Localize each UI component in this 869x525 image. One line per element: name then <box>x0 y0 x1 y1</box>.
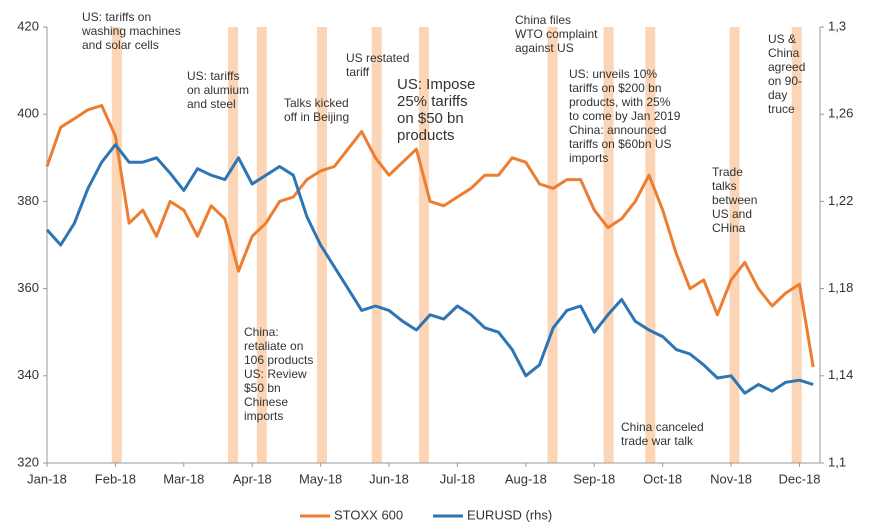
series-line <box>45 143 814 395</box>
annotation: US restated tariff <box>346 51 409 79</box>
legend-label: EURUSD (rhs) <box>467 507 552 522</box>
y2-tick-label: 1,18 <box>828 280 853 295</box>
x-tick-label: Mar-18 <box>163 471 204 486</box>
series-line <box>45 104 815 368</box>
event-band <box>547 27 558 463</box>
annotation: China: retaliate on 106 products US: Review… <box>244 325 313 423</box>
event-band <box>371 27 382 463</box>
annotation: US: tariffs on alumium and steel <box>187 69 249 111</box>
annotation: China files WTO complaint against US <box>515 13 598 55</box>
y-tick-label: 400 <box>17 106 39 121</box>
annotation: US: unveils 10% tariffs on $200 bn product… <box>569 67 681 165</box>
annotation: China canceled trade war talk <box>621 420 704 448</box>
x-tick-label: Jan-18 <box>27 471 67 486</box>
annotation: US: tariffs on washing machines and solar … <box>81 10 181 52</box>
x-tick-label: Feb-18 <box>95 471 136 486</box>
legend-label: STOXX 600 <box>334 507 403 522</box>
x-tick-label: Jun-18 <box>369 471 409 486</box>
y2-tick-label: 1,26 <box>828 106 853 121</box>
x-tick-label: Jul-18 <box>440 471 475 486</box>
y2-tick-label: 1,14 <box>828 367 853 382</box>
annotation: US: Impose 25% tariffs on $50 bn products <box>397 76 475 144</box>
y-tick-label: 420 <box>17 18 39 33</box>
event-band <box>111 27 122 463</box>
y2-tick-label: 1,3 <box>828 18 846 33</box>
event-band <box>645 27 656 463</box>
event-band <box>729 27 740 463</box>
event-band <box>256 27 267 463</box>
x-tick-label: Oct-18 <box>643 471 682 486</box>
event-band <box>791 27 802 463</box>
x-tick-label: Nov-18 <box>710 471 752 486</box>
y-tick-label: 340 <box>17 367 39 382</box>
y2-tick-label: 1,22 <box>828 193 853 208</box>
x-tick-label: Dec-18 <box>779 471 821 486</box>
x-tick-label: May-18 <box>299 471 342 486</box>
x-tick-label: Aug-18 <box>505 471 547 486</box>
x-tick-label: Sep-18 <box>573 471 615 486</box>
x-tick-label: Apr-18 <box>233 471 272 486</box>
y-tick-label: 380 <box>17 193 39 208</box>
y2-tick-label: 1,1 <box>828 454 846 469</box>
event-band <box>418 27 429 463</box>
y-tick-label: 320 <box>17 454 39 469</box>
event-band <box>603 27 614 463</box>
annotation: Talks kicked off in Beijing <box>284 96 349 124</box>
y-tick-label: 360 <box>17 280 39 295</box>
annotation: Trade talks between US and CHina <box>712 165 757 235</box>
annotation: US & China agreed on 90-day truce <box>768 32 805 116</box>
